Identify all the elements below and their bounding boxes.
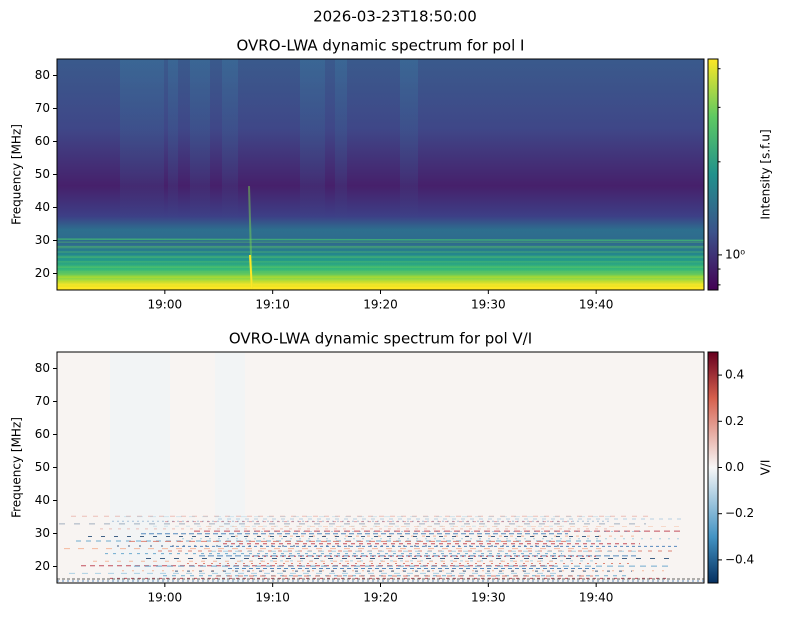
x-tick-label: 19:00 [148,298,183,312]
x-tick-label: 19:40 [579,298,614,312]
y-tick-label: 40 [35,200,50,214]
heatmap-streak [300,59,325,221]
x-tick-label: 19:00 [148,591,183,605]
y-tick-label: 80 [35,68,50,82]
y-tick-label: 70 [35,394,50,408]
colorbar-tick-label: 10⁰ [725,247,745,261]
y-tick-label: 40 [35,493,50,507]
heatmap-streak [168,59,178,221]
y-tick-label: 70 [35,101,50,115]
y-tick-label: 30 [35,233,50,247]
colorbar-tick-label: 0.2 [725,414,744,428]
figure-title: 2026-03-23T18:50:00 [313,8,477,26]
axes-title: OVRO-LWA dynamic spectrum for pol V/I [229,330,532,348]
x-tick-label: 19:30 [471,298,506,312]
heatmap-streak [335,59,347,221]
y-tick-label: 60 [35,134,50,148]
burst [249,254,253,291]
colorbar-tick-label: −0.2 [725,506,754,520]
colorbar-label: V/I [759,460,773,476]
x-tick-label: 19:20 [363,591,398,605]
heatmap-streak [215,352,245,583]
heatmap-streak [190,59,210,221]
y-axis-label: Frequency [MHz] [10,124,24,225]
heatmap-streak [150,59,164,221]
y-tick-label: 80 [35,361,50,375]
y-tick-label: 20 [35,559,50,573]
y-tick-label: 20 [35,266,50,280]
colorbar-tick-label: 0.4 [725,368,744,382]
y-tick-label: 50 [35,167,50,181]
y-tick-label: 60 [35,427,50,441]
heatmap-streak [120,59,150,221]
x-tick-label: 19:40 [579,591,614,605]
colorbar-label: Intensity [s.f.u] [759,129,773,219]
heatmap-streak [110,352,170,583]
x-tick-label: 19:10 [255,591,290,605]
y-tick-label: 30 [35,526,50,540]
x-tick-label: 19:10 [255,298,290,312]
colorbar-tick-label: −0.4 [725,552,754,566]
axes-title: OVRO-LWA dynamic spectrum for pol I [237,37,525,55]
heatmap-band [56,238,705,242]
y-tick-label: 50 [35,460,50,474]
x-tick-label: 19:20 [363,298,398,312]
colorbar-tick-label: 0.0 [725,460,744,474]
x-tick-label: 19:30 [471,591,506,605]
y-axis-label: Frequency [MHz] [10,417,24,518]
heatmap-streak [222,59,238,221]
colorbar [707,58,719,291]
colorbar [707,351,719,584]
heatmap-streak [400,59,418,221]
